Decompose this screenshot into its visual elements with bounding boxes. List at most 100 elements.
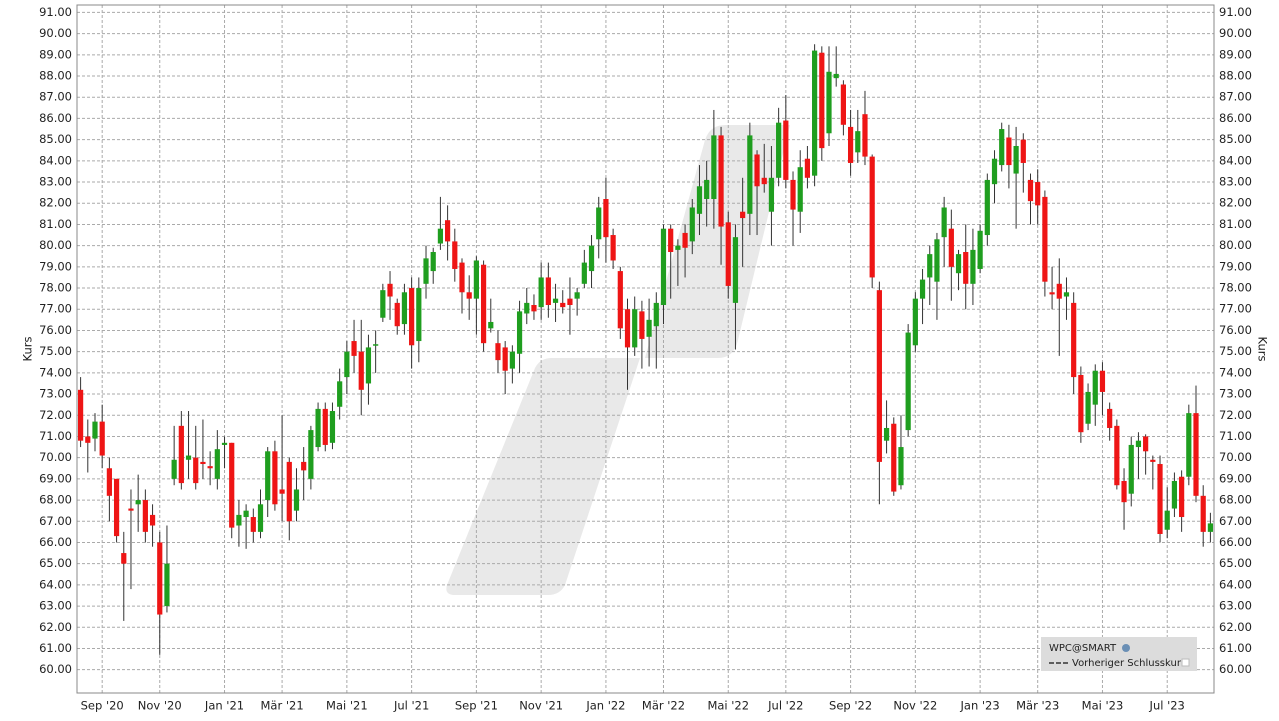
candle-body	[77, 389, 84, 441]
candle-body	[790, 179, 796, 210]
candle-body	[286, 461, 292, 522]
candle-body	[588, 245, 595, 272]
candle-body	[445, 220, 451, 242]
x-tick-label: Nov '22	[893, 699, 937, 713]
candle-body	[704, 179, 710, 199]
candle-body	[1056, 283, 1062, 299]
candle-body	[883, 427, 890, 441]
candle-body	[689, 207, 695, 242]
candle-body	[373, 344, 379, 346]
y-tick-label: 78.00	[39, 281, 72, 295]
x-tick-label: Jan '22	[585, 699, 625, 713]
y2-tick-label: 87.00	[1219, 90, 1252, 104]
y2-tick-label: 86.00	[1219, 111, 1252, 125]
candle-body	[121, 553, 127, 564]
candle-body	[1085, 391, 1091, 424]
candle-body	[387, 283, 393, 297]
candle-body	[768, 177, 775, 212]
candle-body	[257, 504, 264, 532]
candle-body	[351, 341, 357, 356]
candle-body	[682, 232, 688, 248]
y2-tick-label: 77.00	[1219, 302, 1252, 316]
y2-tick-label: 73.00	[1219, 387, 1252, 401]
candle-body	[761, 177, 767, 185]
candle-body	[711, 135, 717, 199]
candle-body	[876, 290, 882, 462]
candle-body	[344, 351, 350, 378]
x-tick-label: Mär '21	[261, 699, 304, 713]
candle-body	[1078, 374, 1084, 433]
candle-body	[1193, 413, 1199, 496]
candle-body	[423, 258, 429, 284]
legend-icon	[1122, 644, 1130, 652]
candle-body	[919, 279, 926, 299]
layer: 60.00 60.00 61.00 61.00 62.00 62.00 63.00 63.00…	[39, 5, 1252, 713]
y2-tick-label: 68.00	[1219, 493, 1252, 507]
y-tick-label: 66.00	[39, 535, 72, 549]
candle-body	[200, 461, 206, 465]
candle-body	[171, 459, 177, 479]
candle-body	[459, 262, 465, 293]
candle-body	[1107, 408, 1113, 428]
x-tick-label: Mai '22	[707, 699, 749, 713]
y-tick-label: 60.00	[39, 662, 72, 676]
candle-body	[776, 122, 782, 178]
y-tick-label: 69.00	[39, 471, 72, 485]
candle-body	[480, 264, 487, 344]
candle-body	[1071, 302, 1077, 378]
candle-body	[113, 478, 120, 537]
candle-body	[718, 135, 724, 227]
candle-body	[754, 154, 760, 187]
y-tick-label: 88.00	[39, 69, 72, 83]
y-tick-label: 80.00	[39, 238, 72, 252]
candle-body	[1035, 182, 1041, 206]
candle-body	[574, 292, 580, 299]
x-tick-label: Sep '22	[829, 699, 872, 713]
y2-tick-label: 91.00	[1219, 5, 1252, 19]
candle-body	[905, 332, 911, 431]
candle-body	[437, 228, 444, 244]
y-tick-label: 90.00	[39, 26, 72, 40]
candle-body	[185, 455, 192, 460]
y2-axis-label: Kurs	[1256, 337, 1270, 362]
candle-body	[85, 436, 91, 443]
candle-body	[1049, 292, 1055, 295]
candle-body	[214, 449, 220, 479]
candle-body	[545, 277, 551, 306]
x-tick-label: Jan '23	[960, 699, 1000, 713]
y-tick-label: 77.00	[39, 302, 72, 316]
candle-body	[812, 50, 818, 176]
y-tick-label: 74.00	[39, 365, 72, 379]
candle-body	[394, 302, 400, 327]
y2-tick-label: 80.00	[1219, 238, 1252, 252]
y2-tick-label: 74.00	[1219, 365, 1252, 379]
candle-body	[747, 135, 753, 214]
candle-body	[308, 430, 314, 479]
y-tick-label: 83.00	[39, 175, 72, 189]
candle-body	[567, 298, 573, 306]
candle-body	[337, 381, 343, 407]
y-tick-label: 89.00	[39, 47, 72, 61]
y2-tick-label: 78.00	[1219, 281, 1252, 295]
x-tick-label: Mär '22	[642, 699, 685, 713]
x-tick-label: Sep '20	[81, 699, 124, 713]
candle-body	[92, 421, 98, 439]
y-tick-label: 72.00	[39, 408, 72, 422]
y-tick-label: 71.00	[39, 429, 72, 443]
candle-body	[1114, 425, 1120, 486]
legend-entry: WPC@SMART	[1049, 643, 1117, 654]
candle-body	[855, 131, 861, 153]
y2-tick-label: 72.00	[1219, 408, 1252, 422]
y2-tick-label: 67.00	[1219, 514, 1252, 528]
y2-tick-label: 61.00	[1219, 641, 1252, 655]
candle-body	[401, 292, 408, 325]
y2-tick-label: 83.00	[1219, 175, 1252, 189]
candle-body	[207, 466, 213, 469]
candle-body	[610, 235, 616, 261]
candle-body	[430, 252, 436, 272]
y-tick-label: 87.00	[39, 90, 72, 104]
candle-body	[178, 425, 184, 484]
candle-body	[977, 230, 983, 269]
y-tick-label: 64.00	[39, 577, 72, 591]
plot-frame	[76, 4, 1215, 694]
